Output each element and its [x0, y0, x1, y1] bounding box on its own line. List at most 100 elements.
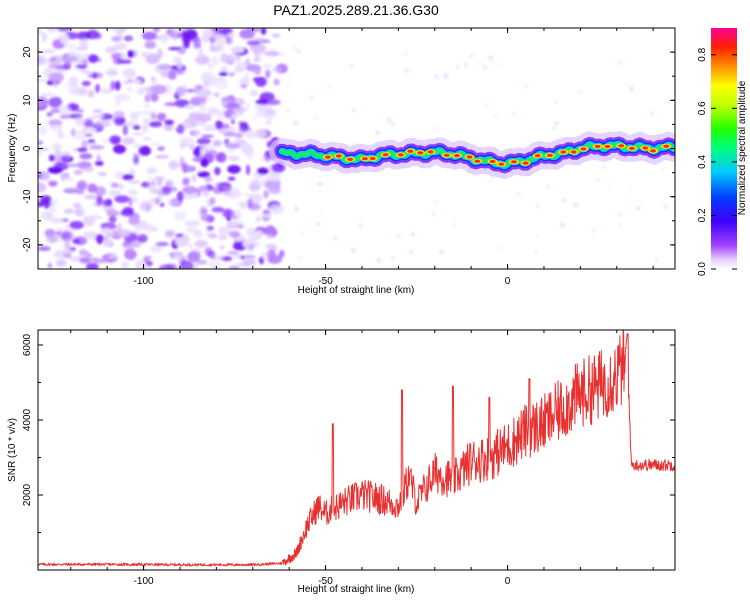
noise-blob	[254, 104, 265, 110]
noise-blob	[253, 48, 260, 56]
noise-dot	[301, 231, 304, 234]
noise-blob	[264, 51, 280, 57]
noise-dot	[375, 130, 380, 135]
noise-blob	[89, 144, 105, 150]
noise-blob	[278, 249, 285, 258]
snr-ticks: -100 -50 0 2000 4000 6000	[22, 330, 675, 587]
noise-blob	[131, 196, 139, 204]
noise-blob	[40, 195, 52, 206]
ridge-peak	[324, 155, 331, 159]
colorbar-ticks: 0.0 0.2 0.4 0.6 0.8	[697, 47, 737, 276]
noise-blob	[49, 124, 64, 131]
noise-blob	[226, 148, 235, 153]
noise-blob	[226, 251, 239, 255]
noise-blob	[210, 77, 227, 82]
noise-blob	[95, 83, 101, 93]
noise-blob	[230, 114, 237, 120]
noise-blob	[223, 131, 237, 137]
noise-blob	[227, 33, 236, 38]
noise-blob	[122, 68, 136, 79]
y-tick-label: 6000	[22, 333, 33, 356]
noise-blob	[97, 57, 102, 63]
noise-dot	[629, 190, 632, 193]
noise-dot	[554, 100, 558, 104]
noise-blob	[135, 259, 147, 269]
noise-blob	[38, 29, 43, 35]
noise-blob	[168, 69, 177, 81]
noise-dot	[608, 183, 611, 186]
noise-blob	[78, 249, 89, 257]
noise-blob	[227, 176, 236, 181]
noise-blob	[38, 246, 51, 252]
ridge-peak	[580, 147, 587, 151]
noise-blob	[174, 210, 187, 221]
noise-dot	[351, 108, 356, 113]
noise-blob	[213, 33, 225, 40]
noise-blob	[150, 113, 157, 120]
noise-blob	[171, 250, 184, 261]
ridge-peak	[663, 144, 670, 148]
noise-blob	[143, 255, 152, 260]
noise-blob	[110, 182, 119, 188]
noise-blob	[113, 42, 128, 51]
noise-blob	[267, 249, 276, 260]
colorbar-tick-label: 0.6	[697, 101, 708, 115]
noise-dot	[405, 69, 409, 73]
noise-blob	[257, 167, 269, 175]
noise-blob	[188, 243, 193, 249]
noise-blob	[87, 90, 95, 98]
noise-blob	[100, 87, 113, 94]
noise-dot	[536, 235, 540, 238]
noise-blob	[196, 137, 211, 145]
noise-dot	[386, 117, 392, 123]
noise-blob	[252, 37, 265, 41]
noise-blob	[92, 114, 104, 119]
noise-blob	[204, 175, 213, 183]
x-tick-label: -50	[318, 576, 333, 587]
noise-blob	[197, 171, 211, 178]
noise-blob	[199, 206, 208, 217]
noise-blob	[102, 199, 113, 207]
noise-blob	[245, 244, 255, 252]
ridge-peak	[594, 144, 601, 148]
noise-dot	[439, 249, 444, 254]
noise-blob	[42, 171, 50, 181]
noise-dot	[443, 73, 449, 79]
noise-blob	[188, 189, 196, 194]
noise-blob	[210, 254, 216, 260]
noise-blob	[203, 74, 212, 82]
ridge-peak	[466, 155, 473, 159]
noise-blob	[179, 260, 194, 269]
noise-dot	[486, 103, 489, 106]
noise-blob	[187, 166, 193, 170]
noise-blob	[108, 215, 117, 224]
noise-blob	[246, 40, 260, 46]
colorbar-tick-label: 0.4	[697, 155, 708, 169]
noise-blob	[84, 133, 93, 138]
noise-blob	[128, 189, 138, 196]
noise-dot	[562, 198, 567, 202]
noise-dot	[591, 229, 595, 233]
noise-blob	[208, 261, 222, 269]
ridge-peak	[335, 154, 342, 158]
noise-blob	[227, 187, 241, 199]
noise-blob	[38, 56, 45, 64]
noise-blob	[87, 183, 98, 193]
noise-blob	[130, 240, 141, 248]
noise-blob	[142, 137, 152, 141]
noise-blob	[193, 230, 203, 238]
noise-blob	[120, 52, 127, 61]
noise-dot	[664, 204, 668, 209]
noise-blob	[176, 191, 184, 202]
noise-blob	[262, 209, 271, 216]
noise-dot	[288, 78, 291, 82]
noise-blob	[122, 174, 134, 181]
noise-blob	[77, 147, 88, 152]
noise-dot	[434, 201, 438, 204]
snr-frame	[37, 329, 676, 571]
noise-blob	[137, 234, 148, 243]
noise-blob	[245, 58, 251, 66]
noise-blob	[194, 239, 208, 248]
noise-blob	[249, 90, 259, 97]
